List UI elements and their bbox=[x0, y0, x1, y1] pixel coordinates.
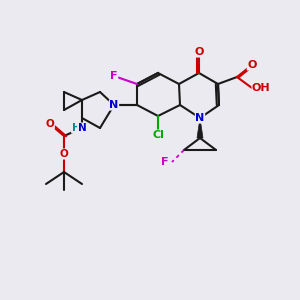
Text: O: O bbox=[60, 149, 68, 159]
Text: O: O bbox=[194, 47, 204, 57]
Polygon shape bbox=[197, 118, 203, 138]
Text: OH: OH bbox=[252, 83, 271, 93]
Text: N: N bbox=[78, 123, 86, 133]
Text: H: H bbox=[72, 123, 80, 133]
Text: F: F bbox=[110, 71, 118, 81]
Text: N: N bbox=[195, 113, 205, 123]
Text: O: O bbox=[46, 119, 54, 129]
Text: O: O bbox=[247, 60, 257, 70]
Text: N: N bbox=[110, 100, 118, 110]
Text: Cl: Cl bbox=[152, 130, 164, 140]
Text: F: F bbox=[161, 157, 169, 167]
